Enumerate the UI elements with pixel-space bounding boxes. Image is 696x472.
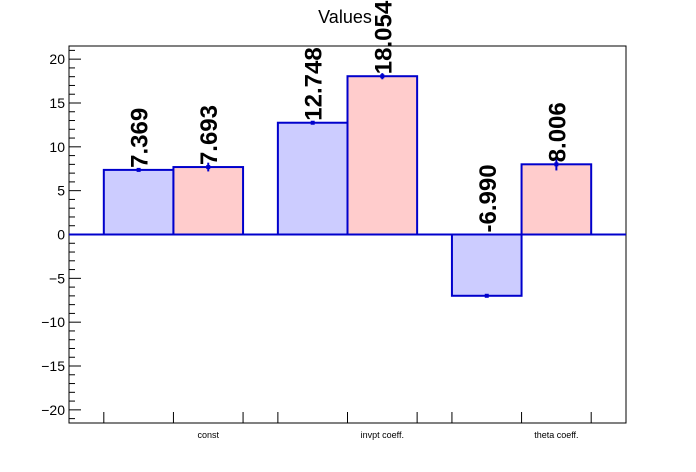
data-label: 7.369	[127, 108, 154, 168]
y-tick-label: −15	[41, 358, 65, 374]
x-axis: const invpt coeff. theta coeff.	[103, 412, 592, 440]
x-tick-label: invpt coeff.	[361, 430, 404, 440]
data-labels: 7.369 12.748 -6.990 7.693 18.054 8.006	[127, 0, 572, 232]
bar	[346, 75, 419, 236]
bar-marker	[484, 293, 489, 298]
bars	[69, 73, 626, 298]
y-tick-label: 15	[49, 95, 65, 111]
x-tick-label: const	[197, 430, 219, 440]
data-label: 7.693	[196, 105, 223, 165]
bar	[102, 168, 175, 236]
bar-marker	[206, 165, 211, 170]
bar-marker	[310, 120, 315, 125]
chart-title: Values	[318, 7, 372, 27]
y-tick-label: −20	[41, 402, 65, 418]
data-label: -6.990	[475, 164, 502, 232]
bar	[450, 233, 523, 297]
y-tick-label: 20	[49, 51, 65, 67]
y-tick-label: −10	[41, 314, 65, 330]
bar-marker	[380, 74, 385, 79]
y-tick-label: 5	[57, 183, 65, 199]
bar	[276, 121, 349, 236]
bar	[520, 163, 593, 236]
y-tick-label: 0	[57, 227, 65, 243]
x-tick-label: theta coeff.	[534, 430, 578, 440]
data-label: 18.054	[370, 0, 397, 74]
data-label: 8.006	[544, 102, 571, 162]
bar-marker	[554, 162, 559, 167]
y-tick-label: −5	[49, 270, 65, 286]
bar-marker	[136, 167, 141, 172]
data-label: 12.748	[301, 47, 328, 120]
bar	[172, 166, 245, 236]
y-tick-label: 10	[49, 139, 65, 155]
